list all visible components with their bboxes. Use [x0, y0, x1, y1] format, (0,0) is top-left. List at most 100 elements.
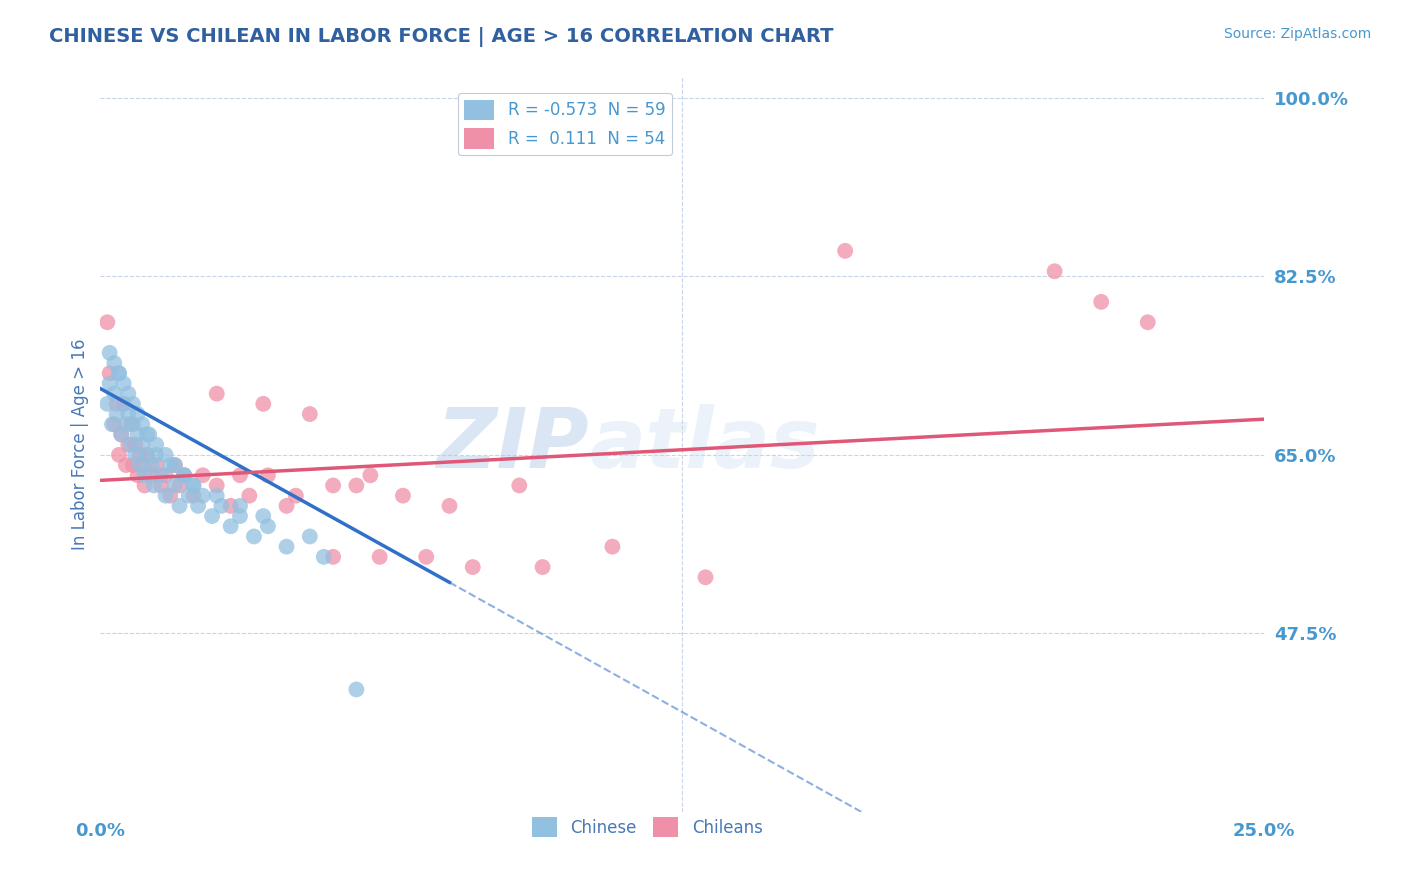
Point	[205, 386, 228, 401]
Point	[163, 458, 186, 472]
Point	[124, 437, 146, 451]
Point	[145, 437, 167, 451]
Point	[183, 478, 205, 492]
Text: CHINESE VS CHILEAN IN LABOR FORCE | AGE > 16 CORRELATION CHART: CHINESE VS CHILEAN IN LABOR FORCE | AGE …	[49, 27, 834, 46]
Point	[134, 478, 156, 492]
Point	[284, 489, 307, 503]
Point	[1043, 264, 1066, 278]
Point	[108, 366, 131, 380]
Point	[252, 509, 274, 524]
Point	[159, 489, 181, 503]
Point	[145, 448, 167, 462]
Point	[120, 417, 142, 432]
Point	[191, 468, 214, 483]
Point	[127, 407, 149, 421]
Point	[149, 478, 172, 492]
Point	[155, 489, 177, 503]
Point	[508, 478, 530, 492]
Point	[219, 519, 242, 533]
Point	[103, 356, 125, 370]
Point	[173, 468, 195, 483]
Y-axis label: In Labor Force | Age > 16: In Labor Force | Age > 16	[72, 339, 89, 550]
Point	[243, 529, 266, 543]
Point	[105, 397, 128, 411]
Point	[108, 448, 131, 462]
Point	[149, 468, 172, 483]
Point	[141, 468, 163, 483]
Point	[169, 499, 191, 513]
Point	[229, 509, 252, 524]
Point	[173, 468, 195, 483]
Point	[110, 427, 132, 442]
Point	[695, 570, 717, 584]
Point	[105, 407, 128, 421]
Point	[138, 427, 160, 442]
Point	[169, 478, 191, 492]
Point	[298, 407, 321, 421]
Point	[131, 437, 153, 451]
Point	[257, 519, 280, 533]
Point	[134, 468, 156, 483]
Point	[834, 244, 856, 258]
Point	[142, 478, 165, 492]
Point	[141, 458, 163, 472]
Text: ZIP: ZIP	[436, 404, 589, 485]
Point	[112, 397, 135, 411]
Point	[359, 468, 381, 483]
Point	[439, 499, 461, 513]
Point	[103, 417, 125, 432]
Point	[96, 397, 118, 411]
Point	[219, 499, 242, 513]
Point	[108, 366, 131, 380]
Point	[127, 468, 149, 483]
Point	[177, 489, 200, 503]
Point	[187, 499, 209, 513]
Point	[131, 458, 153, 472]
Point	[96, 315, 118, 329]
Point	[1136, 315, 1159, 329]
Point	[209, 499, 232, 513]
Point	[312, 549, 335, 564]
Point	[461, 560, 484, 574]
Point	[135, 448, 157, 462]
Point	[201, 509, 224, 524]
Point	[183, 478, 205, 492]
Point	[122, 417, 145, 432]
Point	[122, 397, 145, 411]
Point	[131, 417, 153, 432]
Point	[205, 478, 228, 492]
Point	[229, 499, 252, 513]
Point	[115, 458, 138, 472]
Point	[122, 458, 145, 472]
Point	[191, 489, 214, 503]
Point	[1090, 294, 1112, 309]
Point	[110, 427, 132, 442]
Point	[115, 417, 138, 432]
Point	[322, 478, 344, 492]
Point	[322, 549, 344, 564]
Point	[117, 407, 139, 421]
Point	[117, 437, 139, 451]
Point	[117, 386, 139, 401]
Point	[344, 478, 367, 492]
Point	[173, 468, 195, 483]
Point	[112, 397, 135, 411]
Point	[120, 437, 142, 451]
Point	[298, 529, 321, 543]
Point	[98, 376, 121, 391]
Point	[276, 540, 298, 554]
Point	[183, 489, 205, 503]
Point	[257, 468, 280, 483]
Point	[229, 468, 252, 483]
Point	[103, 386, 125, 401]
Point	[368, 549, 391, 564]
Point	[276, 499, 298, 513]
Point	[159, 458, 181, 472]
Point	[124, 448, 146, 462]
Point	[415, 549, 437, 564]
Point	[163, 458, 186, 472]
Point	[135, 427, 157, 442]
Text: Source: ZipAtlas.com: Source: ZipAtlas.com	[1223, 27, 1371, 41]
Point	[155, 448, 177, 462]
Point	[155, 468, 177, 483]
